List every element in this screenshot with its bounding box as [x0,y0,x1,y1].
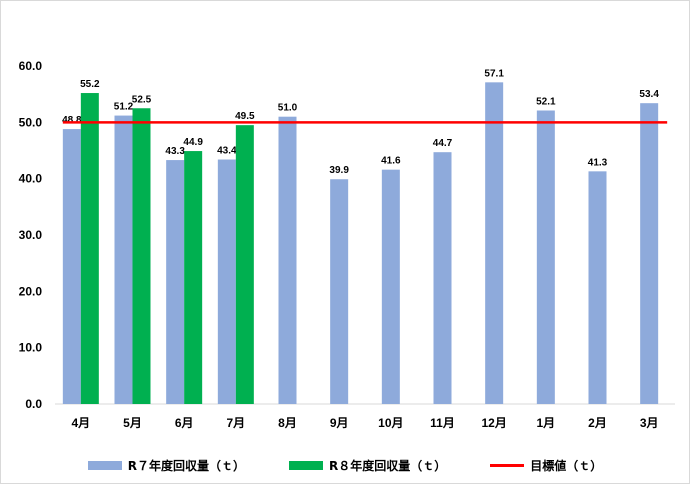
y-tick-label: 50.0 [19,115,43,129]
y-tick-label: 60.0 [19,59,43,73]
bar-r7 [278,116,297,404]
legend-swatch-r8 [288,460,323,470]
bar-r7 [485,82,504,404]
legend-item-r8: R８年度回収量（ｔ） [288,457,447,474]
legend-item-r7: R７年度回収量（ｔ） [87,457,245,474]
bar-r7 [381,169,400,404]
bar-r8 [184,151,203,404]
data-label-r7: 48.8 [62,115,82,126]
data-label-r7: 41.3 [588,157,608,168]
y-tick-label: 20.0 [19,284,43,298]
x-tick-label: 11月 [430,416,455,430]
data-label-r8: 55.2 [80,79,100,90]
data-label-r7: 52.1 [536,97,556,108]
bar-r8 [80,93,99,404]
bar-r8 [235,125,254,405]
bar-r8 [132,108,151,404]
x-tick-label: 5月 [123,416,142,430]
bar-r7 [330,179,349,404]
legend: R７年度回収量（ｔ） R８年度回収量（ｔ） 目標値（ｔ） [0,454,690,476]
x-tick-label: 9月 [330,416,349,430]
data-label-r8: 52.5 [132,94,152,105]
x-tick-label: 8月 [278,416,297,430]
bar-r7 [62,129,81,405]
legend-label-r7: R７年度回収量（ｔ） [127,458,245,473]
x-tick-label: 2月 [588,416,607,430]
bar-r7 [217,159,236,404]
x-tick-label: 1月 [536,416,555,430]
bar-r7 [640,103,659,405]
data-label-r7: 44.7 [433,138,453,149]
data-label-r7: 53.4 [639,89,659,100]
legend-swatch-r7 [87,460,122,470]
x-tick-label: 6月 [175,416,194,430]
bar-r7 [588,171,607,404]
y-tick-label: 40.0 [19,172,43,186]
legend-item-target: 目標値（ｔ） [490,457,602,474]
bar-r7 [166,160,185,404]
data-label-r8: 49.5 [235,111,255,122]
bar-r7 [536,110,555,405]
bar-r7 [433,152,452,404]
y-tick-label: 10.0 [19,341,43,355]
bar-r7 [114,115,133,404]
x-tick-label: 10月 [378,416,403,430]
legend-swatch-target [490,463,525,467]
x-tick-label: 7月 [226,416,245,430]
legend-label-target: 目標値（ｔ） [530,458,603,473]
data-label-r7: 39.9 [329,165,349,176]
data-label-r7: 51.2 [114,102,134,113]
data-label-r8: 44.9 [183,137,203,148]
data-label-r7: 43.4 [217,146,237,157]
x-tick-label: 12月 [481,416,506,430]
data-label-r7: 41.6 [381,156,401,167]
y-tick-label: 0.0 [25,397,42,411]
data-label-r7: 57.1 [484,68,504,79]
data-label-r7: 43.3 [165,146,185,157]
x-tick-label: 3月 [640,416,659,430]
x-tick-label: 4月 [71,416,90,430]
legend-label-r8: R８年度回収量（ｔ） [328,458,447,473]
data-label-r7: 51.0 [278,103,298,114]
y-tick-label: 30.0 [19,228,43,242]
